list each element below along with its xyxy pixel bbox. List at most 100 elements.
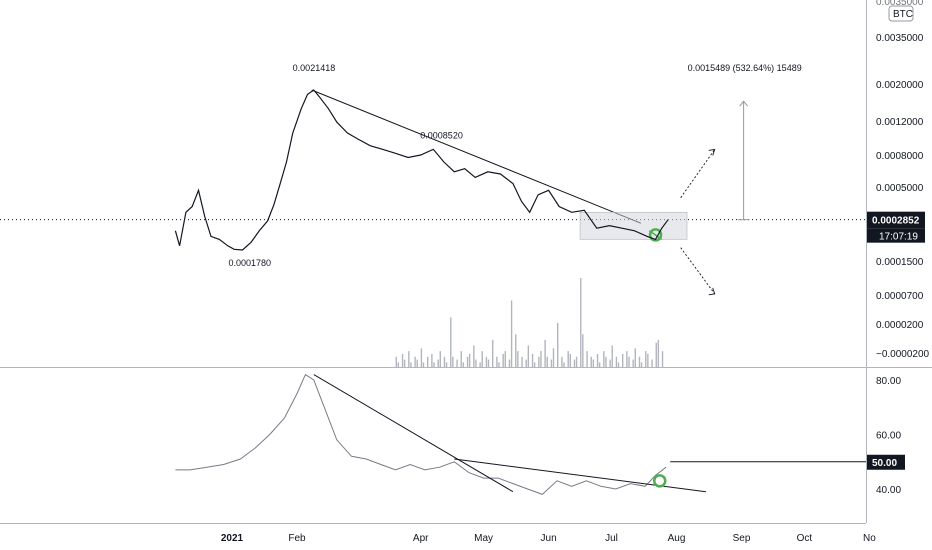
countdown-badge: [867, 228, 925, 243]
volume-bar: [580, 278, 582, 368]
volume-bar: [416, 359, 418, 368]
rsi-line: [175, 373, 667, 495]
volume-bar: [657, 339, 660, 368]
volume-bar: [395, 356, 397, 368]
low-annotation: 0.0001780: [228, 258, 271, 268]
volume-bar: [420, 348, 423, 368]
time-axis-label: 2021: [221, 533, 244, 544]
rsi-series: [175, 373, 866, 495]
time-axis-label: Apr: [413, 533, 429, 544]
price-tick-label: 0.0012000: [876, 117, 924, 128]
mid-annotation: 0.0008520: [420, 130, 463, 140]
time-axis-label: Jul: [605, 533, 618, 544]
volume-bar: [473, 345, 475, 368]
volume-bar: [582, 334, 584, 368]
volume-bar: [496, 356, 498, 368]
volume-bar: [546, 356, 548, 368]
rsi-breakout-marker: [652, 474, 667, 488]
volume-bar: [617, 362, 620, 368]
rsi-tick-label: 60.00: [876, 431, 901, 442]
volume-bar: [431, 353, 433, 368]
volume-bar: [498, 362, 500, 368]
annotations: 0.0021418 0.0008520 0.0001780 0.0015489 (53…: [228, 63, 801, 268]
volume-bar: [515, 334, 517, 368]
volume-bar: [527, 345, 530, 368]
volume-bar: [634, 348, 636, 368]
time-axis-label: Feb: [288, 533, 306, 544]
time-axis-label: Aug: [668, 533, 686, 544]
volume-bar: [414, 356, 416, 368]
price-tick-label: 0.0020000: [876, 80, 924, 91]
volume-bar: [596, 353, 599, 368]
volume-bar: [651, 359, 653, 368]
volume-bar: [615, 356, 618, 368]
volume-bar: [661, 351, 664, 368]
volume-bar: [456, 359, 458, 368]
volume-bar: [611, 345, 613, 368]
volume-bar: [479, 362, 481, 368]
rsi-level-value: 50.00: [872, 458, 897, 469]
rsi-tick-label: 40.00: [876, 485, 901, 496]
volume-bar: [460, 351, 462, 368]
volume-bar: [561, 356, 563, 368]
volume-bar: [626, 351, 628, 368]
volume-bar: [540, 351, 542, 368]
volume-bar: [563, 362, 565, 368]
volume-bar: [485, 356, 488, 368]
volume-bar: [468, 353, 471, 368]
volume-bar: [533, 362, 536, 368]
volume-bar: [408, 351, 410, 368]
breakout-tick: [648, 230, 663, 240]
volume-bar: [450, 317, 452, 368]
volume-bar: [573, 359, 576, 368]
volume-bar: [586, 351, 588, 368]
time-axis-label: Sep: [733, 533, 751, 544]
volume-bar: [590, 356, 592, 368]
price-tick-label: 0.0000700: [876, 291, 924, 302]
volume-bar: [640, 362, 643, 368]
volume-bar: [544, 339, 546, 368]
volume-bar: [504, 351, 506, 368]
volume-bar: [401, 353, 404, 368]
price-tick-label: 0.0000200: [876, 320, 924, 331]
volume-bar: [569, 353, 571, 368]
time-axis-label: Oct: [797, 533, 813, 544]
volume-bar: [481, 351, 483, 368]
high-annotation: 0.0021418: [293, 63, 336, 73]
volume-bar: [517, 351, 519, 368]
price-trendline: [311, 89, 642, 224]
volume-bar: [427, 356, 429, 368]
volume-bar: [445, 362, 448, 368]
consolidation-box: [579, 211, 688, 240]
volume-bar: [410, 362, 412, 368]
price-tick-label-clipped: 0.0035000: [876, 0, 924, 8]
bear-arrow-head: [708, 287, 716, 296]
volume-bar: [575, 356, 578, 368]
currency-badge: [888, 5, 914, 22]
volume-bar: [598, 362, 601, 368]
volume-bar: [443, 356, 446, 368]
volume-bar: [462, 362, 465, 368]
volume-bar: [502, 353, 504, 368]
volume-bar: [531, 353, 534, 368]
price-tick-label: 0.0008000: [876, 151, 924, 162]
volume-bar: [492, 339, 494, 368]
price-tick-label: 0.0001500: [876, 257, 924, 268]
bull-arrow-head: [708, 148, 716, 156]
volume-bar: [647, 353, 649, 368]
price-series: [174, 89, 669, 251]
volume-bar: [655, 342, 657, 368]
volume-bar: [557, 323, 559, 368]
projection-arrow-head: [739, 100, 749, 107]
projection-label: 0.0015489 (532.64%) 15489: [688, 63, 802, 73]
countdown-value: 17:07:19: [879, 232, 918, 243]
volume-bar: [433, 362, 435, 368]
volume-bar: [622, 353, 624, 368]
volume-bar: [403, 359, 406, 368]
time-axis-label: No: [863, 533, 876, 544]
current-price-badge: [867, 211, 925, 229]
volume-bars: [395, 278, 664, 368]
volume-bar: [439, 351, 441, 368]
volume-bar: [552, 348, 555, 368]
volume-bar: [638, 356, 641, 368]
